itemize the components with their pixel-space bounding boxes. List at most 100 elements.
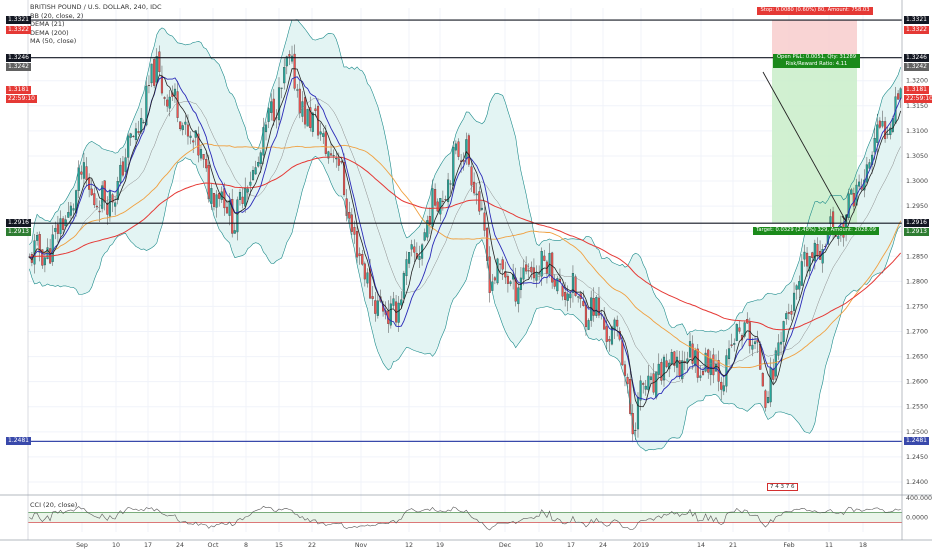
candle-body: [353, 226, 356, 235]
candle-body: [397, 302, 400, 323]
candle-body: [355, 231, 359, 258]
indicator-dema200[interactable]: DEMA (200): [30, 28, 69, 37]
candle-body: [551, 252, 554, 283]
candle-body: [210, 188, 213, 204]
candle-body: [67, 212, 70, 218]
candle-body: [699, 375, 702, 378]
candle-body: [358, 253, 361, 257]
candle-body: [264, 124, 268, 133]
left-price-tag: 22:59:10: [6, 95, 37, 104]
y-tick-label: 1.2850: [906, 253, 928, 260]
candle-body: [51, 234, 54, 262]
candle-body: [103, 180, 106, 203]
candle-body: [584, 304, 588, 327]
candle-body: [626, 376, 629, 385]
x-tick-label: 12: [405, 542, 413, 549]
candle-body: [158, 51, 161, 73]
candle-body: [290, 55, 294, 62]
candle-body: [293, 53, 296, 89]
indicator-lines: [28, 19, 902, 452]
candle-body: [681, 360, 684, 380]
candle-body: [150, 63, 153, 84]
candle-body: [587, 320, 590, 330]
candle-body: [129, 133, 132, 138]
x-tick-label: 2019: [633, 542, 649, 549]
candle-body: [168, 96, 171, 109]
left-price-tag: 1.3246: [6, 53, 31, 62]
candle-body: [254, 167, 257, 175]
candle-body: [405, 259, 408, 277]
y-tick-label: 1.2600: [906, 379, 928, 386]
candle-body: [444, 199, 447, 201]
candle-body: [285, 56, 288, 67]
candle-body: [93, 193, 96, 206]
right-price-tag: 1.3246: [904, 53, 929, 62]
indicator-bb[interactable]: BB (20, close, 2): [30, 11, 84, 20]
candle-body: [322, 133, 325, 137]
candle-body: [696, 348, 699, 378]
candle-body: [374, 300, 377, 314]
candle-body: [733, 343, 736, 345]
x-tick-label: Nov: [355, 542, 368, 549]
candle-body: [202, 154, 205, 160]
candle-body: [296, 89, 299, 91]
candle-body: [647, 375, 650, 391]
candle-body: [488, 256, 491, 293]
candle-body: [506, 275, 509, 284]
left-price-tag: 1.2916: [6, 219, 31, 228]
indicator-dema21[interactable]: DEMA (21): [30, 20, 65, 29]
candle-body: [675, 356, 679, 368]
candle-body: [56, 224, 59, 234]
candle-body: [868, 162, 871, 169]
candle-body: [267, 108, 270, 122]
candle-body: [108, 190, 111, 217]
left-price-tag: 1.3242: [6, 62, 31, 71]
candle-body: [114, 202, 117, 207]
candle-body: [592, 298, 595, 316]
candle-body: [805, 252, 809, 267]
y-tick-label: 1.2650: [906, 354, 928, 361]
left-price-tag: 1.2481: [6, 437, 31, 446]
candle-body: [779, 341, 783, 345]
candle-body: [769, 367, 772, 403]
event-flag[interactable]: 7 4 3 7 6: [767, 483, 798, 491]
candle-body: [199, 149, 203, 159]
candle-body: [704, 352, 707, 372]
left-price-tag: 1.3322: [6, 25, 31, 34]
candle-body: [811, 252, 814, 258]
candle-body: [452, 147, 455, 187]
candle-body: [306, 109, 309, 127]
stop-label: Stop: 0.0080 (0.60%) 80, Amount: 758.03: [757, 7, 873, 15]
candle-body: [441, 200, 444, 203]
candle-body: [111, 194, 114, 203]
candle-body: [82, 162, 85, 179]
x-tick-label: 24: [176, 542, 184, 549]
dema200-line: [29, 156, 902, 331]
candle-body: [504, 271, 507, 278]
candle-body: [95, 205, 98, 208]
candle-body: [186, 124, 190, 137]
candle-body: [496, 258, 499, 284]
left-price-tag: 1.3321: [6, 16, 31, 25]
indicator-ma50[interactable]: MA (50, close): [30, 37, 77, 46]
candle-body: [309, 107, 312, 128]
candle-body: [730, 344, 733, 346]
candle-body: [329, 153, 333, 156]
candle-body: [527, 270, 530, 272]
candle-body: [720, 381, 723, 390]
candle-body: [41, 249, 44, 266]
candle-body: [714, 363, 718, 372]
candle-body: [561, 285, 564, 297]
candle-body: [233, 230, 236, 234]
x-tick-label: 22: [308, 542, 316, 549]
candle-body: [876, 124, 879, 143]
candle-body: [800, 261, 803, 286]
candle-body: [225, 206, 229, 214]
candle-body: [616, 319, 619, 327]
y-tick-label: 1.2800: [906, 278, 928, 285]
candle-body: [722, 385, 725, 392]
candle-body: [62, 218, 65, 230]
candle-body: [608, 339, 611, 342]
candle-body: [782, 321, 785, 342]
